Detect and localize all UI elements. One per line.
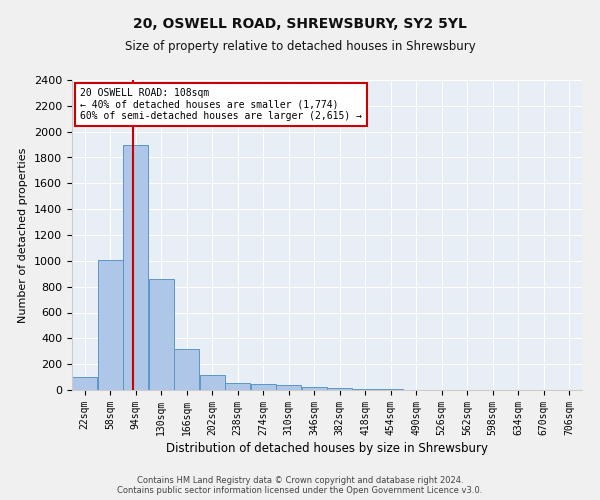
- Bar: [98, 260, 123, 390]
- Text: Contains HM Land Registry data © Crown copyright and database right 2024.
Contai: Contains HM Land Registry data © Crown c…: [118, 476, 482, 495]
- Y-axis label: Number of detached properties: Number of detached properties: [19, 148, 28, 322]
- Bar: [174, 350, 199, 390]
- Bar: [123, 145, 148, 390]
- Bar: [72, 377, 97, 390]
- Bar: [251, 384, 276, 390]
- Text: Size of property relative to detached houses in Shrewsbury: Size of property relative to detached ho…: [125, 40, 475, 53]
- Bar: [200, 375, 225, 390]
- X-axis label: Distribution of detached houses by size in Shrewsbury: Distribution of detached houses by size …: [166, 442, 488, 455]
- Bar: [225, 383, 250, 390]
- Bar: [276, 386, 301, 390]
- Bar: [149, 279, 174, 390]
- Bar: [302, 387, 327, 390]
- Bar: [327, 388, 352, 390]
- Text: 20, OSWELL ROAD, SHREWSBURY, SY2 5YL: 20, OSWELL ROAD, SHREWSBURY, SY2 5YL: [133, 18, 467, 32]
- Text: 20 OSWELL ROAD: 108sqm
← 40% of detached houses are smaller (1,774)
60% of semi-: 20 OSWELL ROAD: 108sqm ← 40% of detached…: [80, 88, 362, 121]
